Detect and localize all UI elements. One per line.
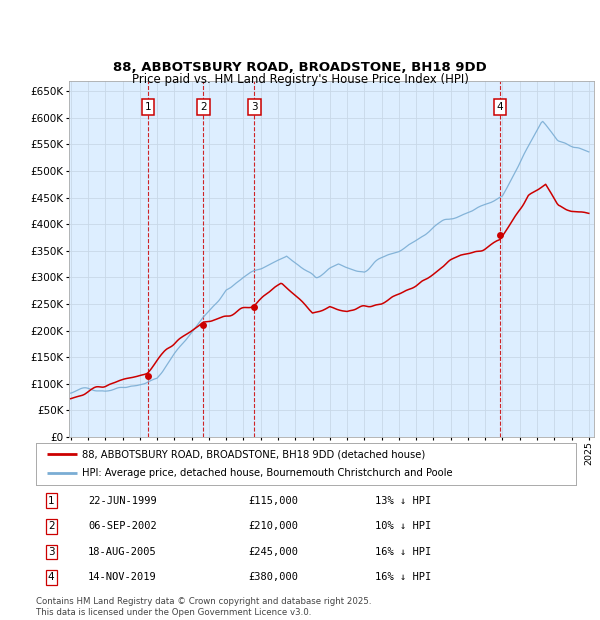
Text: 4: 4 — [48, 572, 55, 582]
Text: 16% ↓ HPI: 16% ↓ HPI — [375, 572, 431, 582]
Text: 88, ABBOTSBURY ROAD, BROADSTONE, BH18 9DD (detached house): 88, ABBOTSBURY ROAD, BROADSTONE, BH18 9D… — [82, 449, 425, 459]
Text: 2: 2 — [48, 521, 55, 531]
Text: 14-NOV-2019: 14-NOV-2019 — [88, 572, 157, 582]
Text: 22-JUN-1999: 22-JUN-1999 — [88, 496, 157, 506]
Text: 13% ↓ HPI: 13% ↓ HPI — [375, 496, 431, 506]
Text: 3: 3 — [251, 102, 257, 112]
Text: £210,000: £210,000 — [248, 521, 299, 531]
Text: Price paid vs. HM Land Registry's House Price Index (HPI): Price paid vs. HM Land Registry's House … — [131, 73, 469, 86]
Text: £115,000: £115,000 — [248, 496, 299, 506]
Text: 10% ↓ HPI: 10% ↓ HPI — [375, 521, 431, 531]
Text: HPI: Average price, detached house, Bournemouth Christchurch and Poole: HPI: Average price, detached house, Bour… — [82, 469, 452, 479]
Text: 88, ABBOTSBURY ROAD, BROADSTONE, BH18 9DD: 88, ABBOTSBURY ROAD, BROADSTONE, BH18 9D… — [113, 61, 487, 74]
Text: £245,000: £245,000 — [248, 547, 299, 557]
Text: 3: 3 — [48, 547, 55, 557]
Text: Contains HM Land Registry data © Crown copyright and database right 2025.
This d: Contains HM Land Registry data © Crown c… — [36, 598, 371, 617]
Text: 1: 1 — [145, 102, 151, 112]
Text: 1: 1 — [48, 496, 55, 506]
Text: 16% ↓ HPI: 16% ↓ HPI — [375, 547, 431, 557]
Text: £380,000: £380,000 — [248, 572, 299, 582]
Text: 18-AUG-2005: 18-AUG-2005 — [88, 547, 157, 557]
Text: 2: 2 — [200, 102, 206, 112]
Text: 4: 4 — [497, 102, 503, 112]
Text: 06-SEP-2002: 06-SEP-2002 — [88, 521, 157, 531]
